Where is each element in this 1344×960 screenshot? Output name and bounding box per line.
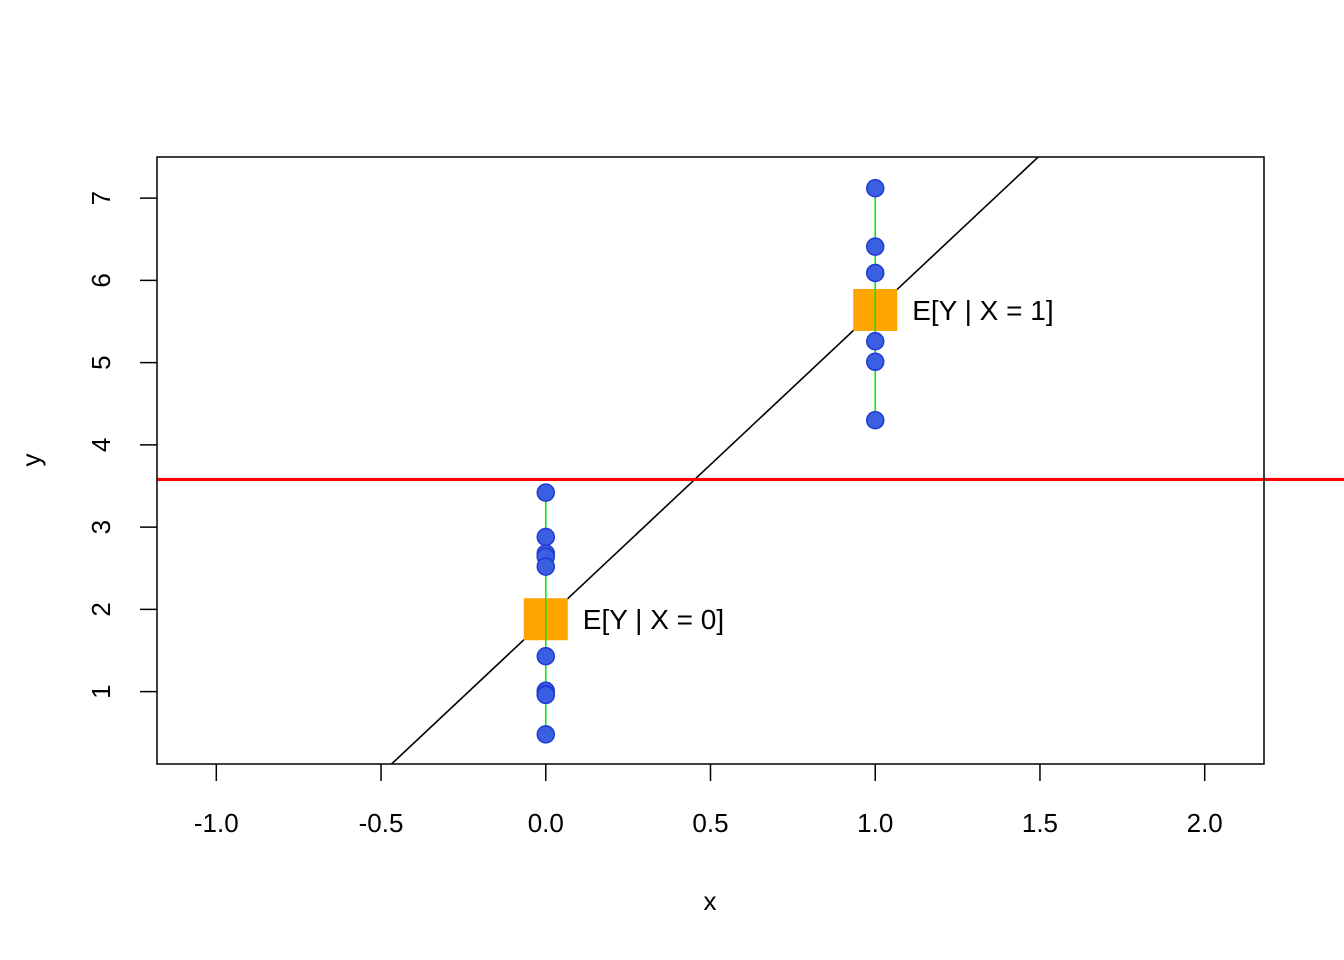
regression-line [390,157,1040,764]
data-point-0-8 [536,685,556,705]
x-tick-label-3: 0.5 [692,808,728,838]
plot-area [390,157,1040,764]
x-tick-label-4: 1.0 [857,808,893,838]
x-tick-label-5: 1.5 [1022,808,1058,838]
data-point-1-5 [865,410,885,430]
y-tick-label-4: 5 [86,355,116,369]
y-tick-label-5: 6 [86,273,116,287]
x-tick-label-6: 2.0 [1187,808,1223,838]
data-point-1-4 [865,352,885,372]
data-point-0-4 [536,557,556,576]
x-tick-label-1: -0.5 [359,808,404,838]
y-tick-label-3: 4 [86,438,116,452]
y-tick-label-1: 2 [86,602,116,616]
data-point-1-3 [865,331,885,351]
data-point-1-0 [865,179,885,198]
data-point-0-5 [536,647,556,666]
plot-frame [156,156,1265,765]
y-axis-label: y [16,454,46,467]
data-point-1-1 [865,237,885,256]
axes: -1.0 -0.5 0.0 0.5 1.0 1.5 2.0 1 2 3 4 5 6 7 [86,191,1223,838]
overlay-layer: E[Y | X = 0] E[Y | X = 1] [157,295,1344,635]
x-tick-label-0: -1.0 [194,808,239,838]
y-tick-label-6: 7 [86,191,116,205]
data-point-1-2 [865,263,885,283]
group-mean-label-0: E[Y | X = 0] [583,604,724,635]
y-tick-label-0: 1 [86,684,116,698]
data-point-0-0 [536,483,556,502]
data-point-0-1 [536,527,556,547]
x-axis-label: x [704,886,717,916]
x-tick-label-2: 0.0 [528,808,564,838]
group-mean-label-1: E[Y | X = 1] [912,295,1053,326]
data-point-0-9 [536,725,556,744]
y-tick-label-2: 3 [86,520,116,534]
